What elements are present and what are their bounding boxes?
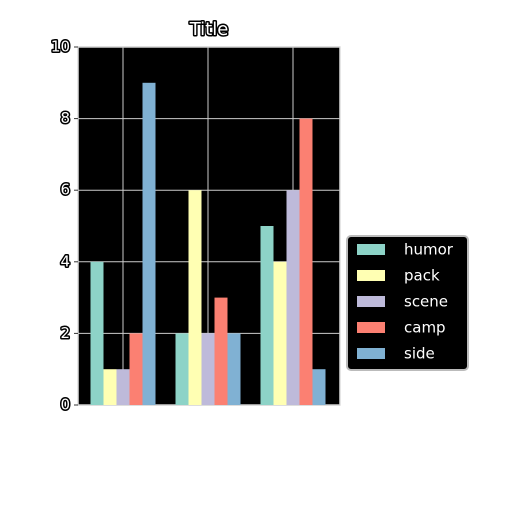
bar [312, 369, 326, 405]
legend-label: side [404, 345, 435, 363]
bar [273, 261, 287, 405]
legend-label: scene [404, 293, 448, 311]
bar [260, 226, 274, 405]
legend-swatch [357, 348, 385, 359]
bar [142, 82, 156, 406]
bar [116, 369, 130, 405]
legend-label: humor [404, 241, 454, 259]
legend-swatch [357, 244, 385, 255]
legend-label: pack [404, 267, 440, 285]
y-tick-label: 0 [60, 396, 70, 414]
bar [214, 297, 228, 405]
y-tick-label: 6 [60, 181, 70, 199]
bar [103, 369, 117, 405]
y-tick-label: 8 [60, 109, 70, 127]
legend-label: camp [404, 319, 446, 337]
y-tick-label: 2 [60, 324, 70, 342]
y-tick-label: 10 [51, 38, 70, 56]
legend-swatch [357, 322, 385, 333]
bar [129, 333, 143, 405]
bar [188, 190, 202, 405]
bar [90, 261, 104, 405]
legend-swatch [357, 296, 385, 307]
legend-box [346, 235, 469, 371]
bar [201, 333, 215, 405]
bar [286, 190, 300, 405]
bar [299, 118, 313, 405]
chart-title: Title [189, 19, 229, 40]
legend-swatch [357, 270, 385, 281]
bar [227, 333, 241, 405]
y-tick-label: 4 [60, 252, 70, 270]
bar [175, 333, 189, 405]
